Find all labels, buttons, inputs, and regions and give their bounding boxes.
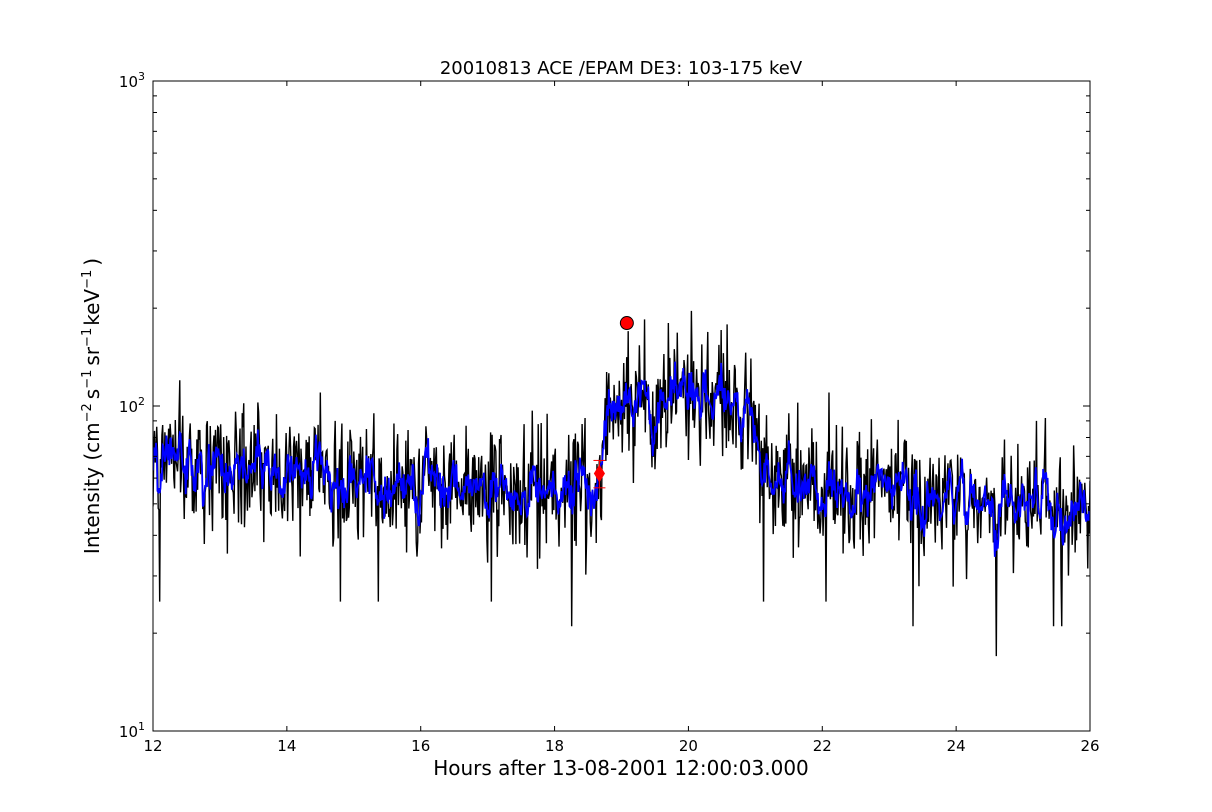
x-tick-label: 24 bbox=[947, 737, 966, 755]
x-tick-label: 16 bbox=[411, 737, 430, 755]
y-label-exp1: −2 bbox=[80, 403, 95, 422]
series-layer bbox=[153, 310, 1090, 657]
y-axis: 101 102 103 bbox=[119, 70, 1090, 741]
x-tick-label: 12 bbox=[143, 737, 162, 755]
x-tick-label: 26 bbox=[1080, 737, 1099, 755]
y-tick-label: 103 bbox=[119, 70, 145, 91]
y-label-suffix: ) bbox=[80, 258, 104, 266]
y-tick-label: 101 bbox=[119, 720, 145, 741]
x-axis-label: Hours after 13-08-2001 12:00:03.000 bbox=[433, 756, 809, 780]
y-label-part4: keV bbox=[80, 289, 104, 326]
y-label-prefix: Intensity (cm bbox=[80, 422, 104, 554]
y-axis-label: Intensity (cm−2s−1sr−1keV−1) bbox=[80, 258, 104, 554]
x-tick-label: 22 bbox=[813, 737, 832, 755]
y-tick-label: 102 bbox=[119, 395, 145, 416]
onset-marker bbox=[593, 464, 606, 483]
y-label-part2: s bbox=[80, 389, 104, 399]
x-tick-label: 20 bbox=[679, 737, 698, 755]
y-label-exp2: −1 bbox=[80, 370, 95, 389]
x-axis: 12 14 16 18 20 22 24 26 bbox=[143, 81, 1100, 755]
y-label-part3: sr bbox=[80, 346, 104, 365]
series-raw-line bbox=[153, 310, 1090, 657]
y-label-exp4: −1 bbox=[80, 270, 95, 289]
x-tick-label: 14 bbox=[277, 737, 296, 755]
series-smoothed-line bbox=[153, 361, 1090, 557]
peak-marker bbox=[619, 316, 634, 331]
y-label-exp3: −1 bbox=[80, 328, 95, 347]
marker-layer bbox=[593, 316, 634, 489]
x-tick-label: 18 bbox=[545, 737, 564, 755]
chart-title: 20010813 ACE /EPAM DE3: 103-175 keV bbox=[440, 58, 803, 79]
